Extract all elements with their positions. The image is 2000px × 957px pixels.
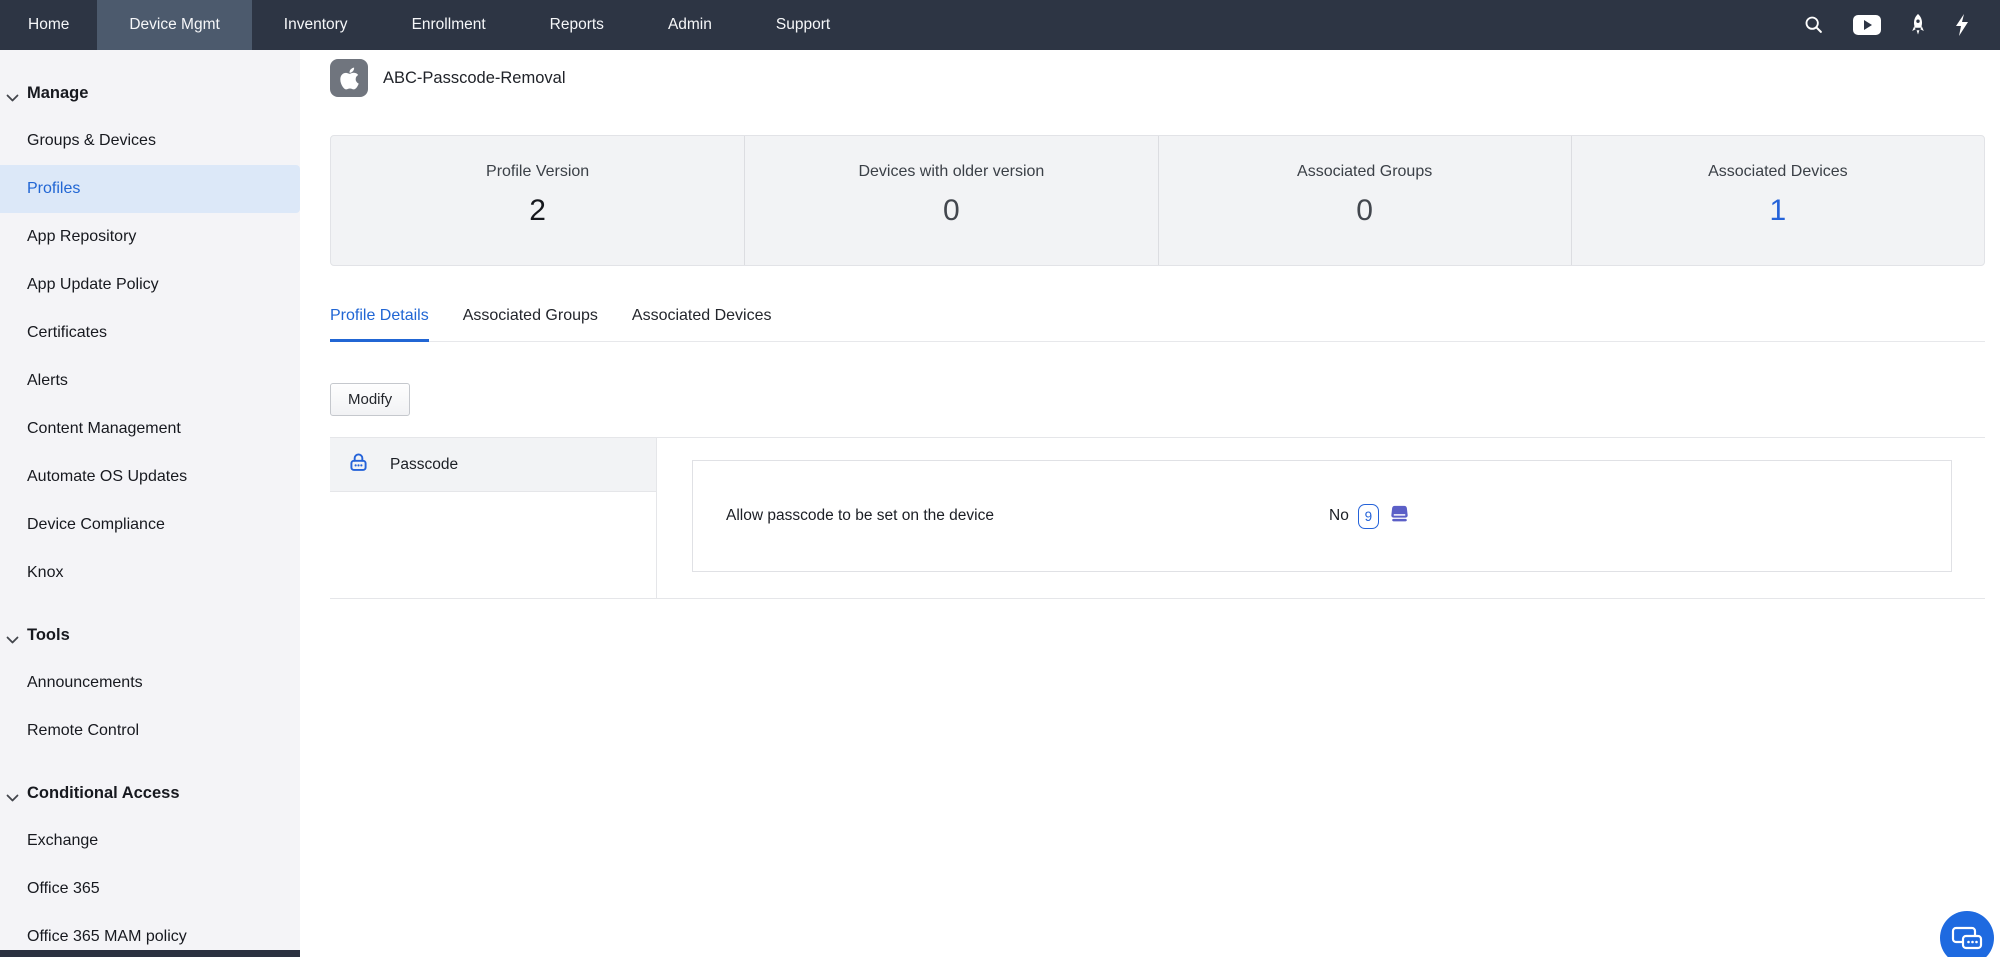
sidebar-item-automate-os-updates[interactable]: Automate OS Updates [27,468,188,485]
sidebar-section-conditional-access[interactable]: Conditional Access [0,769,300,817]
nav-tab-admin[interactable]: Admin [667,16,712,33]
top-navbar: Home Device Mgmt Inventory Enrollment Re… [0,0,2000,50]
sidebar-item-office-365-mam-policy[interactable]: Office 365 MAM policy [27,928,187,945]
nav-tab-reports[interactable]: Reports [549,16,604,33]
nav-tab-home[interactable]: Home [28,16,70,33]
sidebar-item-office-365[interactable]: Office 365 [27,880,100,897]
chat-button[interactable] [1939,910,1995,957]
sidebar-item-alerts[interactable]: Alerts [27,372,68,389]
stat-label: Associated Devices [1708,163,1848,180]
setting-value-group: No 9 [1329,502,1411,530]
sidebar-item-groups-devices[interactable]: Groups & Devices [27,132,156,149]
tab-associated-groups[interactable]: Associated Groups [462,307,598,324]
video-icon[interactable] [1852,13,1882,37]
lightning-icon[interactable] [1954,13,1970,37]
stat-value: 2 [529,194,546,227]
stat-profile-version: Profile Version 2 [331,136,744,265]
sidebar-item-certificates[interactable]: Certificates [27,324,108,341]
apple-icon [330,59,368,97]
sidebar-item-exchange[interactable]: Exchange [27,832,99,849]
page-title: ABC-Passcode-Removal [383,68,566,87]
sidebar-item-announcements[interactable]: Announcements [27,674,143,691]
sidebar-footer-bar [0,950,300,957]
chevron-down-icon [6,789,19,808]
sidebar-item-content-management[interactable]: Content Management [27,420,181,437]
policy-item-label: Passcode [390,455,459,473]
section-title: Manage [27,83,89,102]
toolbar: Modify [330,383,1985,416]
profile-header: ABC-Passcode-Removal [330,58,1985,98]
stat-value-link[interactable]: 1 [1769,194,1787,227]
sidebar-item-knox[interactable]: Knox [27,564,64,581]
chevron-down-icon [6,89,19,108]
stat-label: Associated Groups [1297,163,1433,180]
section-title: Tools [27,625,70,644]
policy-item-passcode[interactable]: Passcode [330,438,656,492]
tab-bar: Profile Details Associated Groups Associ… [330,307,1985,342]
policy-detail-panel: Allow passcode to be set on the device N… [657,438,1985,598]
policy-list: Passcode [330,438,657,598]
nav-icon-group [1803,0,2000,50]
tab-associated-devices[interactable]: Associated Devices [631,307,772,324]
sidebar-section-manage[interactable]: Manage [0,69,300,117]
sidebar-item-remote-control[interactable]: Remote Control [27,722,140,739]
setting-value: No [1329,507,1349,524]
stat-value: 0 [943,194,960,227]
stat-label: Devices with older version [858,163,1045,180]
stats-bar: Profile Version 2 Devices with older ver… [330,135,1985,266]
stat-label: Profile Version [486,163,590,180]
rocket-icon[interactable] [1909,13,1927,37]
stat-associated-devices: Associated Devices 1 [1570,136,1984,265]
modify-button[interactable]: Modify [330,383,411,416]
section-title: Conditional Access [27,783,180,802]
os-version-badge: 9 [1357,503,1379,529]
mac-icon [1388,502,1411,530]
nav-tab-device-mgmt[interactable]: Device Mgmt [97,0,252,50]
nav-tab-support[interactable]: Support [775,16,831,33]
sidebar-section-tools[interactable]: Tools [0,611,300,659]
setting-label: Allow passcode to be set on the device [726,507,994,524]
stat-devices-older-version: Devices with older version 0 [744,136,1157,265]
nav-tab-inventory[interactable]: Inventory [283,16,348,33]
sidebar-item-app-repository[interactable]: App Repository [27,228,137,245]
nav-tab-enrollment[interactable]: Enrollment [411,16,486,33]
tab-profile-details[interactable]: Profile Details [330,307,429,342]
sidebar-item-device-compliance[interactable]: Device Compliance [27,516,165,533]
sidebar-item-app-update-policy[interactable]: App Update Policy [27,276,159,293]
setting-card: Allow passcode to be set on the device N… [692,460,1952,572]
stat-associated-groups: Associated Groups 0 [1157,136,1571,265]
nav-tabs: Home Device Mgmt Inventory Enrollment Re… [0,0,862,50]
search-icon[interactable] [1803,14,1825,36]
lock-icon [347,451,370,479]
policy-container: Passcode Allow passcode to be set on the… [330,437,1985,599]
sidebar-item-profiles[interactable]: Profiles [0,165,300,213]
chevron-down-icon [6,631,19,650]
stat-value: 0 [1356,194,1373,227]
sidebar: Manage Groups & Devices Profiles App Rep… [0,50,300,957]
main-content: ABC-Passcode-Removal Profile Version 2 D… [300,50,2000,957]
